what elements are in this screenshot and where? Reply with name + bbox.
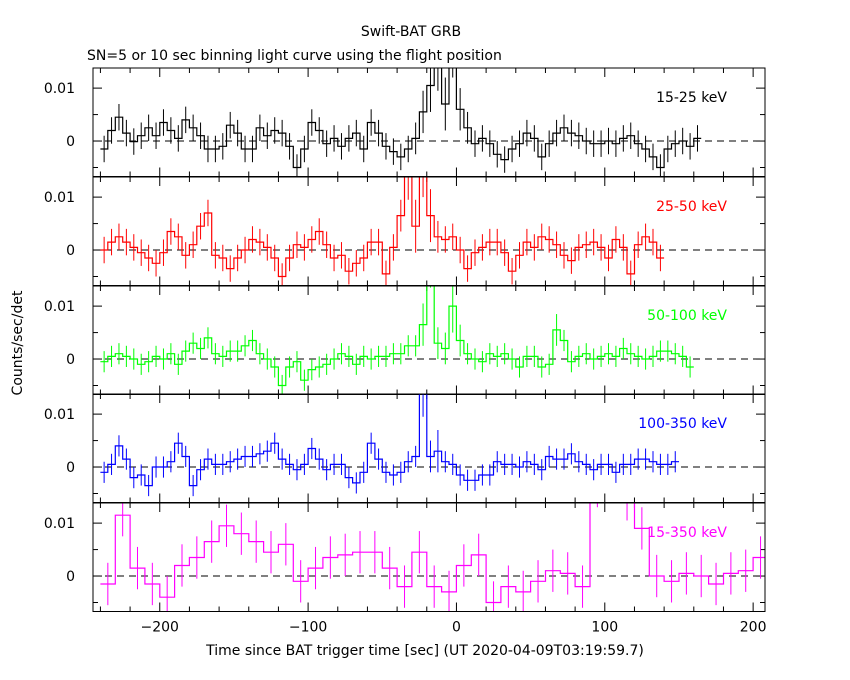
histogram-line [100, 503, 765, 604]
panel-0: 0 0.01 15-25 keV [44, 67, 766, 177]
x-tick-label: 0 [452, 620, 461, 636]
panel-2: 0 0.01 50-100 keV [44, 285, 766, 395]
band-label: 100-350 keV [638, 416, 727, 432]
panel-frame [92, 176, 766, 286]
y-tick-label: 0 [66, 243, 75, 259]
panel-3: 0 0.01 100-350 keV [44, 393, 766, 503]
band-label: 15-25 keV [656, 90, 727, 106]
panel-4: 0 0.01 15-350 keV −200 −100 0 100 200 [44, 502, 767, 636]
x-tick-label: −100 [289, 620, 327, 636]
panel-frame [92, 502, 766, 612]
x-tick-label: 200 [740, 620, 767, 636]
band-label: 15-350 keV [647, 525, 727, 541]
y-tick-label: 0 [66, 460, 75, 476]
series-2 [100, 286, 694, 395]
y-tick-label: 0.01 [44, 190, 75, 206]
histogram-line [100, 286, 694, 387]
histogram-line [100, 68, 702, 169]
x-axis-label: Time since BAT trigger time [sec] (UT 20… [205, 643, 644, 659]
y-tick-label: 0.01 [44, 407, 75, 423]
y-tick-label: 0.01 [44, 516, 75, 532]
series-3 [100, 394, 679, 497]
y-axis-label: Counts/sec/det [10, 290, 26, 395]
panel-1: 0 0.01 25-50 keV [44, 176, 766, 286]
panel-frame [92, 393, 766, 503]
band-label: 25-50 keV [656, 199, 727, 215]
y-tick-label: 0.01 [44, 299, 75, 315]
y-tick-label: 0 [66, 569, 75, 585]
y-tick-label: 0 [66, 134, 75, 150]
panels-group: 0 0.01 15-25 keV 0 0.01 25-50 keV 0 0.01 50-100 … [44, 67, 767, 636]
histogram-line [100, 394, 679, 487]
figure-subtitle: SN=5 or 10 sec binning light curve using… [87, 48, 502, 64]
y-tick-label: 0.01 [44, 81, 75, 97]
band-label: 50-100 keV [647, 308, 727, 324]
histogram-line [100, 177, 665, 278]
series-0 [100, 68, 702, 177]
y-tick-label: 0 [66, 352, 75, 368]
x-tick-label: 100 [591, 620, 618, 636]
panel-frame [92, 285, 766, 395]
x-tick-label: −200 [141, 620, 179, 636]
figure-title: Swift-BAT GRB [361, 24, 461, 40]
series-1 [100, 177, 665, 286]
